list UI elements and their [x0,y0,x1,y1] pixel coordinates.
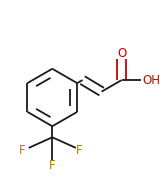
Text: OH: OH [142,74,161,87]
Text: F: F [49,159,56,172]
Text: O: O [117,47,126,60]
Text: F: F [19,144,26,157]
Text: F: F [76,144,83,157]
